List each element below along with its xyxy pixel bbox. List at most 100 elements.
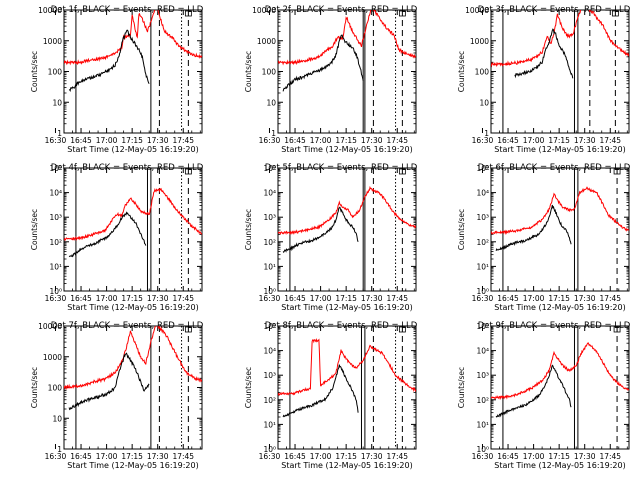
lld-series-line [64, 187, 202, 242]
x-tick-label: 17:15 [335, 136, 357, 145]
y-tick-label: 10³ [476, 371, 489, 380]
plot-area [491, 168, 629, 291]
x-tick-label: 17:15 [548, 452, 570, 461]
chart-title: Det 5f, BLACK = Events, RED = LLD [265, 163, 418, 173]
chart-title: Det 9f, BLACK = Events, RED = LLD [478, 321, 631, 331]
y-tick-label: 100 [262, 68, 277, 77]
y-tick-label: 10¹ [476, 420, 489, 429]
lld-series-line [491, 342, 629, 401]
x-tick-label: 17:45 [386, 452, 408, 461]
y-tick-label: 10⁴ [263, 189, 276, 198]
attenuator-box [613, 326, 621, 333]
lld-series-line [491, 186, 629, 236]
y-tick-label: 1 [271, 129, 276, 138]
y-tick-label: 10² [263, 238, 276, 247]
x-tick-label: 16:45 [284, 294, 306, 303]
panel-det-6: Det 6f, BLACK = Events, RED = LLD 10⁰ 10¹ 1… [457, 163, 631, 312]
y-tick-label: 1 [57, 445, 62, 454]
y-tick-label: 10² [49, 238, 62, 247]
events-series-line [68, 352, 150, 411]
events-series-line [495, 364, 572, 418]
x-tick-label: 16:45 [497, 294, 519, 303]
x-tick-label: 17:45 [386, 294, 408, 303]
x-tick-label: 16:45 [497, 136, 519, 145]
y-tick-label: 10² [476, 238, 489, 247]
y-tick-label: 1 [57, 129, 62, 138]
lld-series-line [278, 185, 416, 236]
x-tick-label: 17:30 [574, 452, 596, 461]
attenuator-box [184, 10, 192, 17]
y-tick-label: 10⁴ [476, 347, 489, 356]
y-tick-label: 10² [263, 396, 276, 405]
x-tick-label: 16:45 [284, 136, 306, 145]
y-axis-label: Counts/sec [244, 51, 253, 92]
x-tick-label: 16:30 [259, 452, 281, 461]
x-tick-label: 16:30 [472, 452, 494, 461]
x-tick-label: 16:30 [472, 294, 494, 303]
x-tick-label: 17:15 [548, 294, 570, 303]
lld-series-line [278, 10, 416, 66]
x-tick-label: 17:00 [310, 294, 332, 303]
x-tick-label: 16:45 [497, 452, 519, 461]
attenuator-box [398, 10, 406, 17]
x-axis-label: Start Time (12-May-05 16:19:20) [494, 145, 625, 154]
plot-area [491, 10, 629, 133]
x-tick-label: 16:45 [70, 452, 92, 461]
y-tick-label: 1000 [257, 37, 276, 46]
y-tick-label: 10000 [465, 6, 489, 15]
panel-det-5: Det 5f, BLACK = Events, RED = LLD 10⁰ 10¹ 1… [244, 163, 418, 312]
y-axis-label: Counts/sec [30, 51, 39, 92]
y-tick-label: 10000 [38, 6, 62, 15]
panel-det-4: Det 4f, BLACK = Events, RED = LLD 10⁰ 10¹ 1… [30, 163, 204, 312]
x-tick-label: 17:45 [172, 452, 194, 461]
x-tick-label: 17:15 [548, 136, 570, 145]
y-tick-label: 1000 [470, 37, 489, 46]
y-tick-label: 10⁰ [476, 445, 489, 454]
attenuator-box [398, 168, 406, 175]
x-tick-label: 17:30 [361, 136, 383, 145]
x-tick-label: 17:30 [147, 136, 169, 145]
y-tick-label: 10⁴ [263, 347, 276, 356]
y-tick-label: 1000 [43, 353, 62, 362]
y-tick-label: 10 [52, 98, 62, 107]
y-tick-label: 100 [475, 68, 490, 77]
plot-area [64, 326, 202, 449]
x-tick-label: 17:00 [96, 452, 118, 461]
attenuator-box [184, 168, 192, 175]
x-tick-label: 17:15 [335, 452, 357, 461]
plot-area [278, 10, 416, 133]
y-tick-label: 10¹ [476, 262, 489, 271]
x-tick-label: 17:45 [599, 294, 621, 303]
panel-det-7: Det 7f, BLACK = Events, RED = LLD 1 10 100 1… [30, 321, 204, 470]
x-tick-label: 16:30 [45, 452, 67, 461]
chart-title: Det 1f, BLACK = Events, RED = LLD [51, 5, 204, 15]
y-tick-label: 10⁰ [263, 445, 276, 454]
events-series-line [282, 206, 359, 254]
plot-frame [490, 9, 630, 134]
y-tick-label: 10000 [38, 322, 62, 331]
x-tick-label: 16:30 [45, 294, 67, 303]
x-axis-label: Start Time (12-May-05 16:19:20) [494, 461, 625, 470]
events-series-line [495, 204, 572, 251]
y-axis-label: Counts/sec [30, 367, 39, 408]
x-axis-label: Start Time (12-May-05 16:19:20) [67, 145, 198, 154]
y-tick-label: 10 [479, 98, 489, 107]
y-tick-label: 10⁴ [49, 189, 62, 198]
y-tick-label: 10⁴ [476, 189, 489, 198]
lld-series-line [278, 337, 416, 397]
x-tick-label: 17:30 [574, 294, 596, 303]
panel-det-8: Det 8f, BLACK = Events, RED = LLD 10⁰ 10¹ 1… [244, 321, 418, 470]
y-axis-label: Counts/sec [457, 209, 466, 250]
x-tick-label: 16:45 [70, 136, 92, 145]
x-tick-label: 16:30 [45, 136, 67, 145]
plot-area [64, 168, 202, 291]
lld-series-line [64, 326, 202, 391]
x-tick-label: 17:15 [121, 136, 143, 145]
x-tick-label: 16:30 [472, 136, 494, 145]
y-tick-label: 1 [484, 129, 489, 138]
x-tick-label: 16:30 [259, 294, 281, 303]
y-tick-label: 10 [52, 414, 62, 423]
x-axis-label: Start Time (12-May-05 16:19:20) [281, 303, 412, 312]
x-tick-label: 17:00 [523, 452, 545, 461]
